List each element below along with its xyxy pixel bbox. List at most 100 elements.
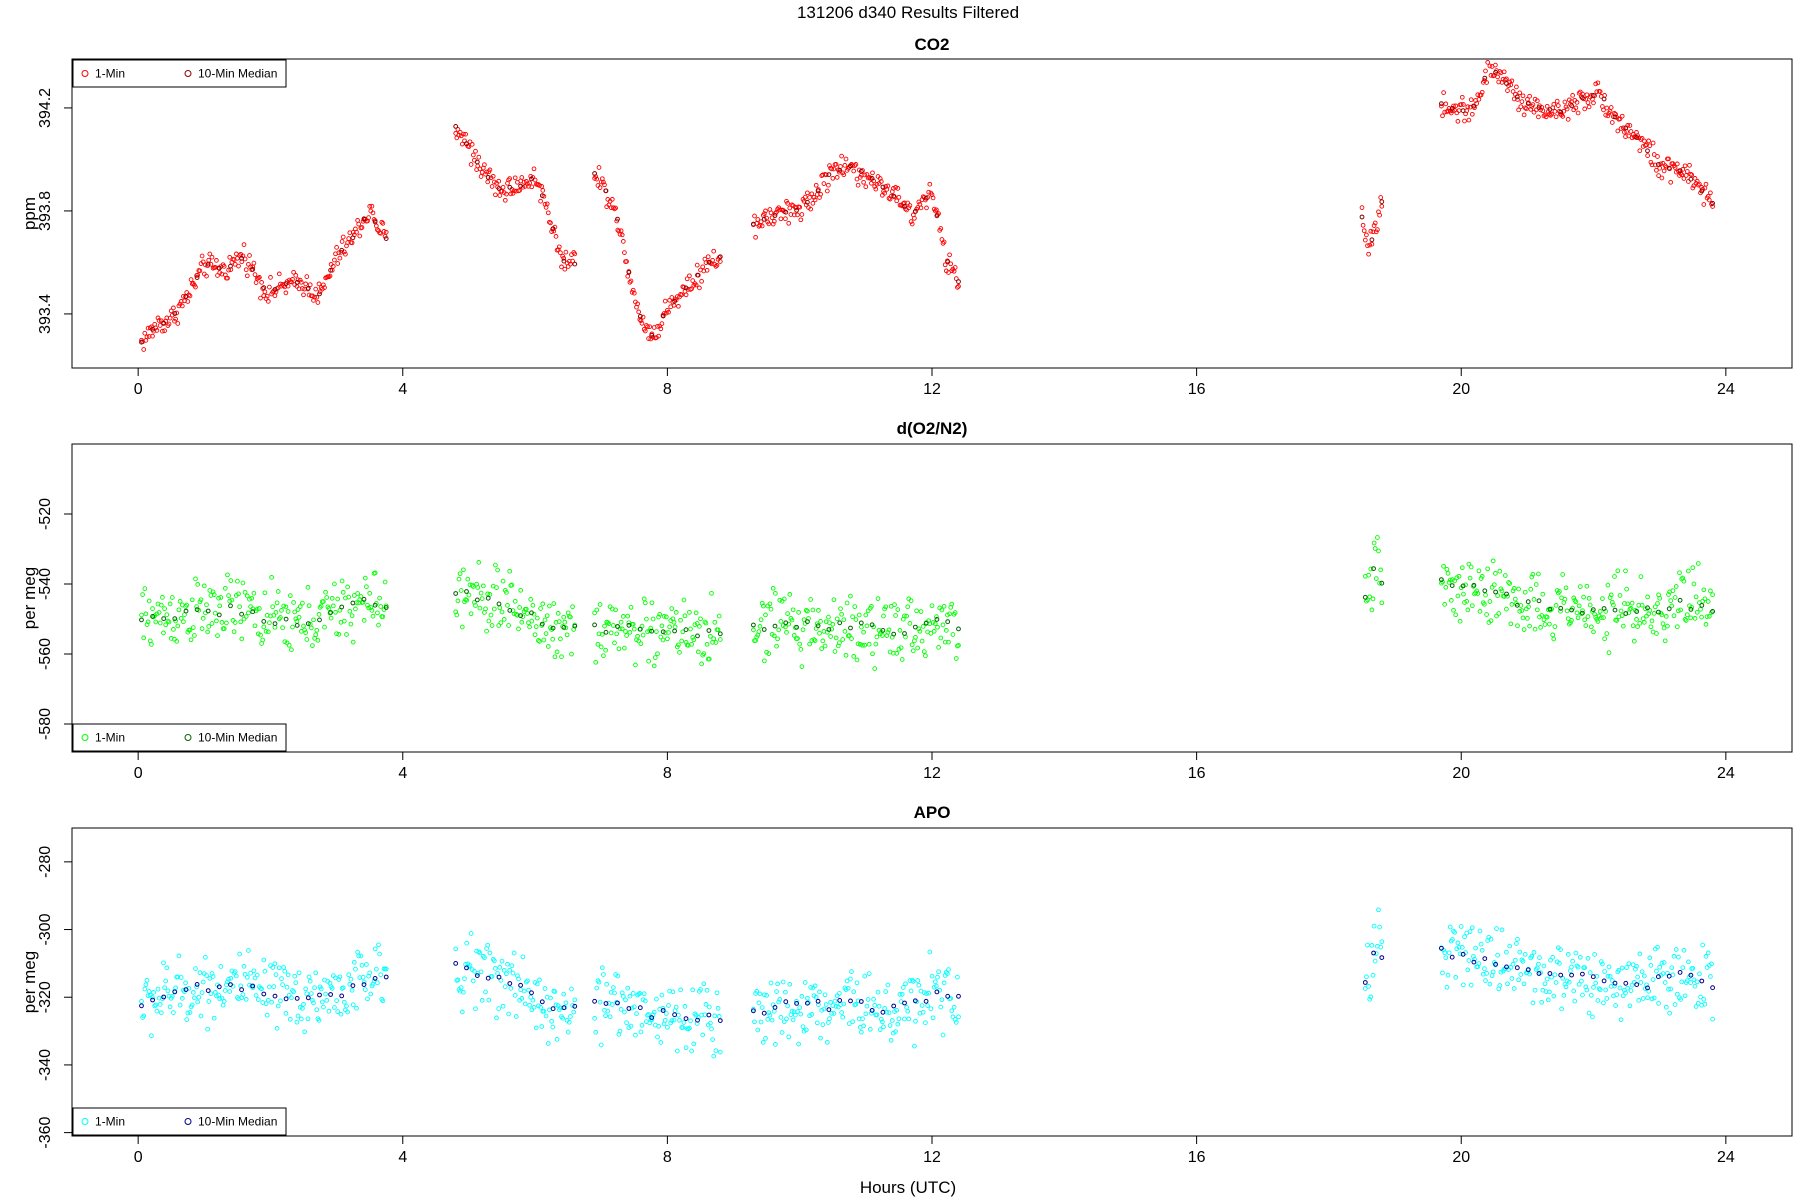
point-1min-o2n2	[781, 596, 787, 602]
point-1min-o2n2	[332, 581, 337, 587]
point-1min-co2	[188, 277, 194, 282]
point-median-apo	[1645, 985, 1650, 991]
point-1min-co2	[544, 201, 550, 207]
point-median-o2n2	[672, 628, 677, 634]
point-1min-apo	[526, 987, 531, 993]
point-1min-co2	[1439, 103, 1444, 109]
point-1min-co2	[841, 172, 847, 178]
point-1min-co2	[1689, 172, 1695, 178]
point-median-o2n2	[1525, 599, 1531, 605]
point-1min-o2n2	[1533, 582, 1539, 587]
point-1min-o2n2	[1375, 535, 1380, 540]
point-1min-o2n2	[666, 630, 671, 635]
point-median-co2	[1460, 108, 1466, 113]
point-1min-apo	[1662, 980, 1668, 985]
point-1min-o2n2	[787, 592, 793, 597]
legend-marker-median-apo	[184, 1118, 192, 1125]
point-1min-apo	[1377, 924, 1382, 930]
point-1min-apo	[1669, 965, 1675, 971]
point-1min-o2n2	[184, 602, 190, 608]
point-1min-co2	[839, 153, 844, 159]
point-1min-o2n2	[195, 582, 201, 587]
point-1min-apo	[630, 991, 636, 996]
point-1min-o2n2	[1544, 614, 1550, 620]
point-1min-apo	[717, 1049, 723, 1055]
point-1min-apo	[167, 1004, 173, 1010]
point-1min-apo	[904, 1005, 909, 1010]
y-tick-label-o2n2: -520	[37, 498, 54, 530]
point-1min-co2	[927, 181, 933, 187]
point-median-apo	[1590, 974, 1596, 980]
point-1min-apo	[373, 966, 379, 972]
point-1min-co2	[175, 321, 181, 326]
point-median-co2	[194, 275, 200, 281]
point-1min-o2n2	[1635, 624, 1640, 629]
point-median-co2	[183, 294, 189, 300]
point-1min-o2n2	[246, 610, 251, 616]
point-1min-o2n2	[1576, 603, 1582, 609]
point-1min-o2n2	[1550, 632, 1556, 638]
point-1min-co2	[301, 292, 306, 298]
point-1min-apo	[1624, 965, 1629, 970]
point-1min-co2	[703, 260, 709, 265]
point-1min-o2n2	[1371, 540, 1377, 546]
point-median-apo	[923, 998, 929, 1004]
point-1min-co2	[345, 240, 350, 245]
legend-label-1min-co2: 1-Min	[95, 67, 125, 81]
point-1min-apo	[284, 984, 290, 990]
point-1min-co2	[1672, 165, 1678, 170]
point-1min-apo	[1545, 997, 1551, 1003]
point-median-apo	[615, 1000, 620, 1006]
point-1min-apo	[470, 978, 476, 984]
point-1min-o2n2	[335, 596, 341, 602]
point-median-apo	[1580, 971, 1585, 977]
point-1min-o2n2	[829, 626, 835, 632]
point-1min-o2n2	[523, 606, 529, 612]
point-1min-o2n2	[1519, 608, 1525, 613]
point-1min-co2	[520, 184, 526, 190]
point-1min-co2	[628, 278, 634, 284]
point-1min-apo	[706, 1004, 712, 1010]
point-1min-apo	[767, 1012, 773, 1018]
point-1min-apo	[930, 1015, 936, 1021]
point-median-co2	[283, 281, 289, 287]
point-1min-o2n2	[1487, 599, 1493, 604]
point-1min-o2n2	[482, 610, 487, 615]
point-1min-o2n2	[631, 626, 637, 632]
point-1min-o2n2	[1694, 609, 1700, 615]
point-1min-co2	[502, 197, 508, 203]
point-1min-apo	[674, 1048, 680, 1054]
point-1min-apo	[751, 1006, 756, 1012]
point-1min-o2n2	[176, 607, 182, 613]
point-median-apo	[372, 976, 378, 981]
point-1min-apo	[877, 1027, 883, 1032]
point-1min-apo	[876, 1003, 882, 1009]
point-median-o2n2	[172, 616, 178, 622]
point-median-apo	[848, 998, 853, 1004]
point-1min-o2n2	[1441, 563, 1446, 569]
point-1min-apo	[293, 980, 299, 986]
point-1min-apo	[865, 997, 871, 1002]
point-1min-apo	[1476, 961, 1482, 966]
point-1min-o2n2	[143, 611, 149, 617]
point-1min-co2	[142, 330, 148, 336]
point-1min-apo	[530, 997, 536, 1003]
point-1min-apo	[594, 985, 600, 991]
point-median-co2	[205, 261, 211, 267]
point-median-apo	[751, 1008, 756, 1014]
point-1min-apo	[537, 977, 542, 983]
point-1min-o2n2	[226, 593, 231, 598]
point-1min-apo	[227, 989, 233, 994]
point-1min-o2n2	[1485, 566, 1491, 572]
point-1min-apo	[758, 1019, 764, 1025]
point-1min-o2n2	[1615, 568, 1621, 574]
point-1min-apo	[356, 953, 362, 959]
point-1min-o2n2	[656, 614, 661, 620]
point-1min-apo	[275, 1003, 281, 1009]
point-1min-apo	[1701, 996, 1707, 1002]
point-1min-apo	[1510, 961, 1516, 967]
point-1min-o2n2	[869, 604, 874, 609]
point-1min-o2n2	[153, 619, 159, 625]
point-1min-apo	[787, 981, 793, 987]
point-1min-apo	[631, 1004, 637, 1010]
